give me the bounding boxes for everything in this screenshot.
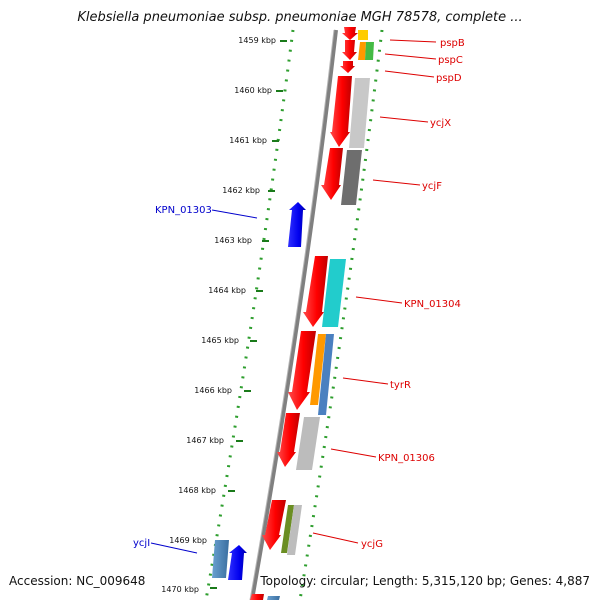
- gene-arrow-pspC: [342, 40, 357, 60]
- gene-label-KPN_01303: KPN_01303: [155, 205, 212, 216]
- genome-backbone: [250, 29, 338, 600]
- topology-label: Topology: circular; Length: 5,315,120 bp…: [260, 574, 590, 588]
- gene-label-pspC: pspC: [438, 55, 463, 66]
- gene-arrow-KPN_01303: [288, 202, 306, 247]
- tick-label: 1459 kbp: [238, 36, 276, 45]
- gene-arrow-pspD: [340, 61, 355, 73]
- tick-label: 1462 kbp: [222, 186, 260, 195]
- tick-label: 1469 kbp: [169, 536, 207, 545]
- tick-label: 1460 kbp: [234, 86, 272, 95]
- gene-label-ycjX: ycjX: [430, 118, 451, 129]
- tick-label: 1463 kbp: [214, 236, 252, 245]
- gene-arrow-pspB: [342, 27, 358, 40]
- tick-label: 1465 kbp: [201, 336, 239, 345]
- tick-label: 1468 kbp: [178, 486, 216, 495]
- tick-labels: 1459 kbp 1460 kbp 1461 kbp 1462 kbp 1463…: [161, 36, 276, 594]
- gene-arrow-KPN_01306: [277, 413, 300, 467]
- gene-arrow-ycjX: [330, 76, 352, 147]
- gene-arrow-ycjI-a: [212, 540, 229, 578]
- tick-label: 1461 kbp: [229, 136, 267, 145]
- tick-label: 1464 kbp: [208, 286, 246, 295]
- gene-arrow-tyrR: [288, 331, 316, 410]
- label-leaders: [150, 39, 437, 554]
- reverse-strand-genes: [250, 27, 358, 600]
- accession-label: Accession: NC_009648: [9, 574, 146, 588]
- gene-label-ycjF: ycjF: [422, 181, 442, 192]
- gene-label-ycjG: ycjG: [361, 539, 383, 550]
- forward-strand-genes: [212, 202, 306, 580]
- map-title: Klebsiella pneumoniae subsp. pneumoniae …: [77, 10, 523, 25]
- gene-arrow-partial: [250, 594, 264, 600]
- gene-label-tyrR: tyrR: [390, 380, 411, 391]
- gene-labels: pspB pspC pspD ycjX ycjF KPN_01303 KPN_0…: [133, 38, 465, 550]
- gene-label-KPN_01304: KPN_01304: [404, 299, 461, 310]
- tick-label: 1466 kbp: [194, 386, 232, 395]
- tick-label: 1467 kbp: [186, 436, 224, 445]
- gene-arrow-ycjF: [321, 148, 343, 200]
- tick-label: 1470 kbp: [161, 585, 199, 594]
- gene-label-pspB: pspB: [440, 38, 465, 49]
- gene-arrow-ycjG: [262, 500, 286, 550]
- gene-arrow-ycjI: [228, 545, 247, 580]
- gene-label-ycjI: ycjI: [133, 538, 150, 549]
- cog-bars: [267, 30, 374, 600]
- left-dotted-ruler: [204, 29, 295, 600]
- gene-arrow-KPN_01304: [303, 256, 328, 327]
- gene-label-KPN_01306: KPN_01306: [378, 453, 435, 464]
- gene-label-pspD: pspD: [436, 73, 462, 84]
